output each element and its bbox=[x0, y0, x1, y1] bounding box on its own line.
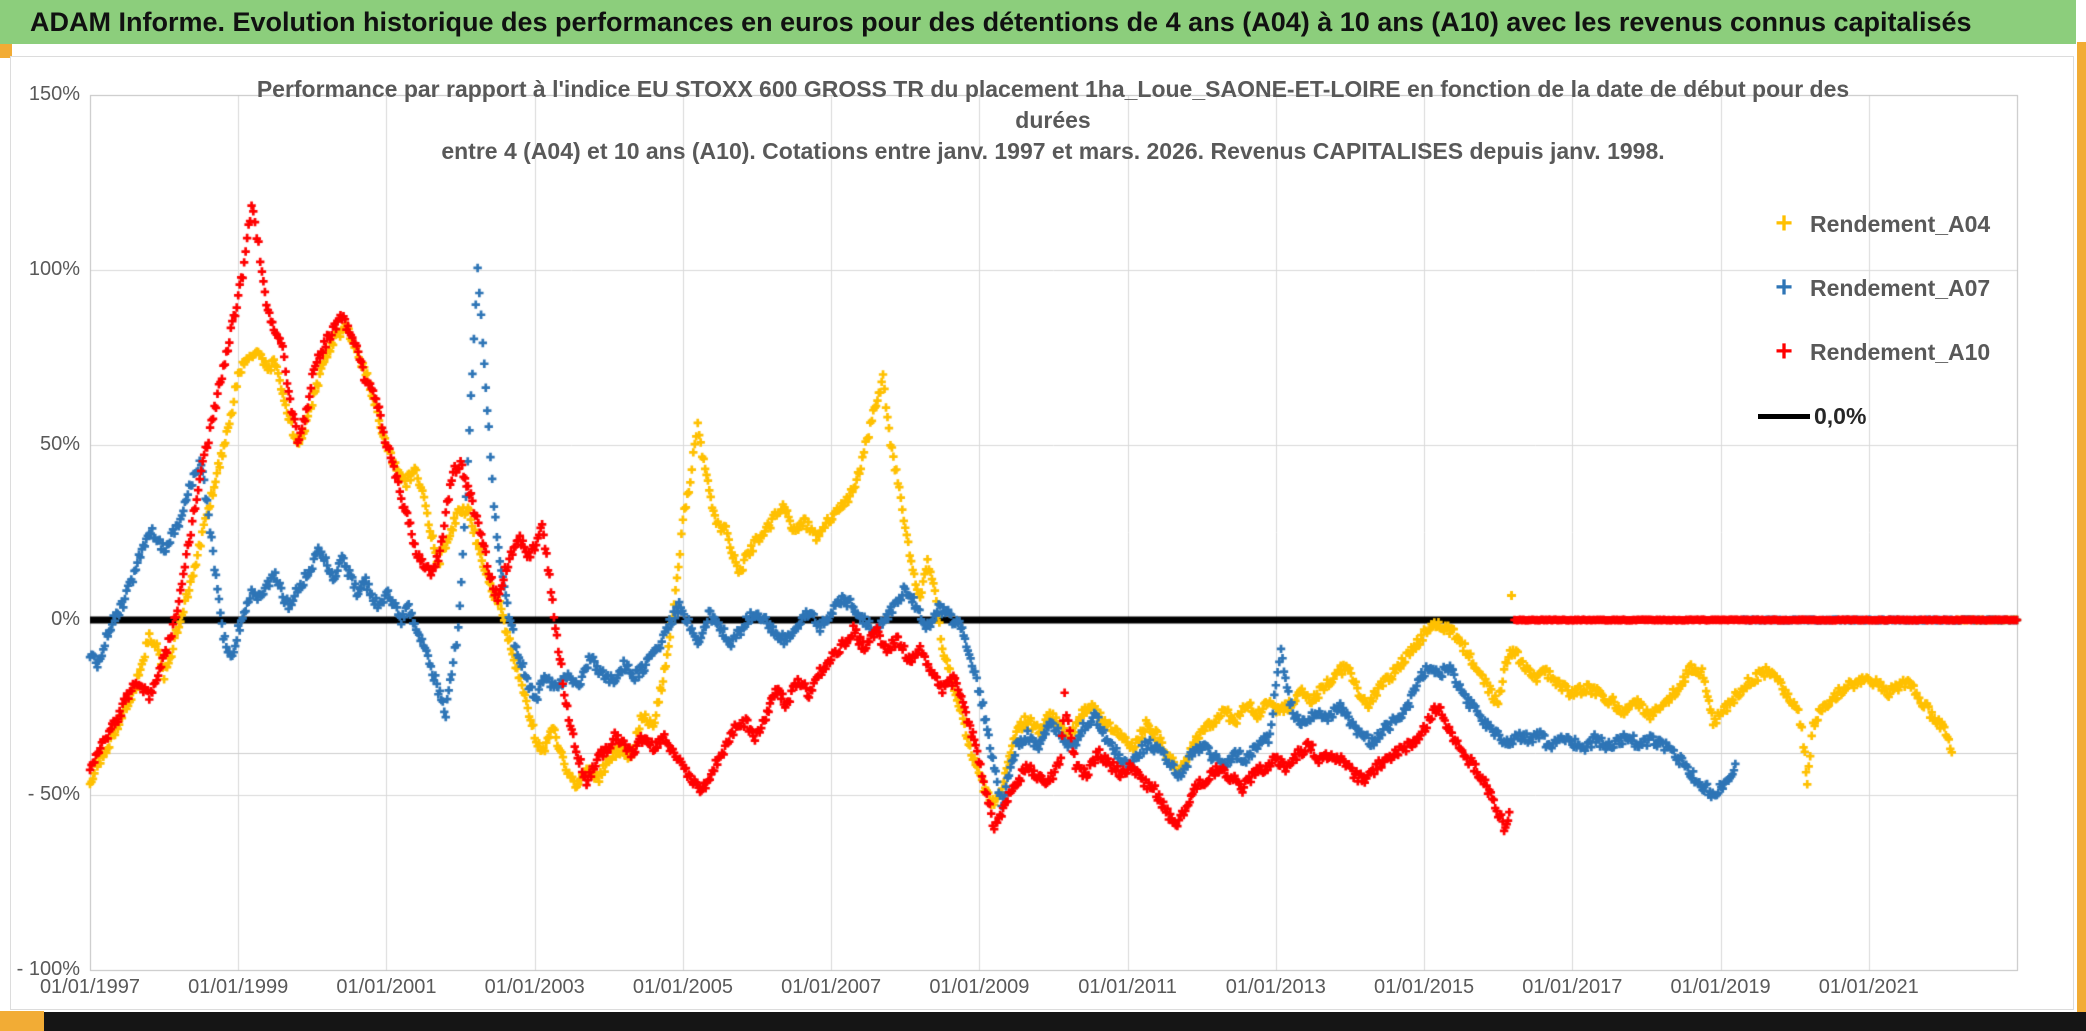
bottom-left-gold-square bbox=[0, 1011, 44, 1031]
chart-title-line3: entre 4 (A04) et 10 ans (A10). Cotations… bbox=[441, 138, 1665, 164]
x-axis-label: 01/01/2021 bbox=[1818, 976, 1919, 998]
y-axis-label: 150% bbox=[28, 83, 80, 105]
y-axis-label: - 50% bbox=[27, 783, 80, 805]
x-axis-label: 01/01/2013 bbox=[1225, 976, 1326, 998]
x-axis-label: 01/01/2019 bbox=[1670, 976, 1771, 998]
y-axis-label: 0% bbox=[51, 608, 80, 630]
y-axis-label: - 100% bbox=[16, 958, 80, 980]
x-axis-label: 01/01/1997 bbox=[39, 976, 141, 998]
legend-line-marker-icon bbox=[1758, 413, 1810, 419]
y-axis-label: 100% bbox=[28, 258, 80, 280]
legend-label: Rendement_A10 bbox=[1810, 338, 1991, 365]
x-axis-label: 01/01/1999 bbox=[188, 976, 289, 998]
legend-item[interactable]: + Rendement_A10 bbox=[1758, 320, 2058, 384]
bottom-black-bar bbox=[0, 1012, 2086, 1031]
legend-label: 0,0% bbox=[1814, 402, 1867, 429]
legend-label: Rendement_A07 bbox=[1810, 274, 1991, 301]
y-axis-label: 50% bbox=[39, 433, 80, 455]
x-axis-label: 01/01/2017 bbox=[1522, 976, 1623, 998]
chart-legend: + Rendement_A04 + Rendement_A07 + Rendement_A… bbox=[1758, 192, 2058, 448]
chart-title-line2: durées bbox=[1015, 107, 1091, 133]
right-edge-gold-strip bbox=[2077, 42, 2086, 1012]
x-axis-label: 01/01/2007 bbox=[781, 976, 882, 998]
legend-label: Rendement_A04 bbox=[1810, 210, 1991, 237]
x-axis-label: 01/01/2011 bbox=[1078, 976, 1177, 998]
x-axis-label: 01/01/2001 bbox=[336, 976, 437, 998]
x-axis-label: 01/01/2009 bbox=[929, 976, 1030, 998]
legend-item[interactable]: 0,0% bbox=[1758, 384, 2058, 448]
x-axis-label: 01/01/2003 bbox=[484, 976, 585, 998]
x-axis-label: 01/01/2005 bbox=[632, 976, 733, 998]
legend-plus-marker-icon: + bbox=[1775, 335, 1793, 368]
chart-title: Performance par rapport à l'indice EU ST… bbox=[153, 74, 1953, 167]
legend-item[interactable]: + Rendement_A04 bbox=[1758, 192, 2058, 256]
legend-plus-marker-icon: + bbox=[1775, 271, 1793, 304]
x-axis-label: 01/01/2015 bbox=[1374, 976, 1475, 998]
legend-plus-marker-icon: + bbox=[1775, 207, 1793, 240]
legend-item[interactable]: + Rendement_A07 bbox=[1758, 256, 2058, 320]
chart-title-line1: Performance par rapport à l'indice EU ST… bbox=[256, 76, 1850, 102]
